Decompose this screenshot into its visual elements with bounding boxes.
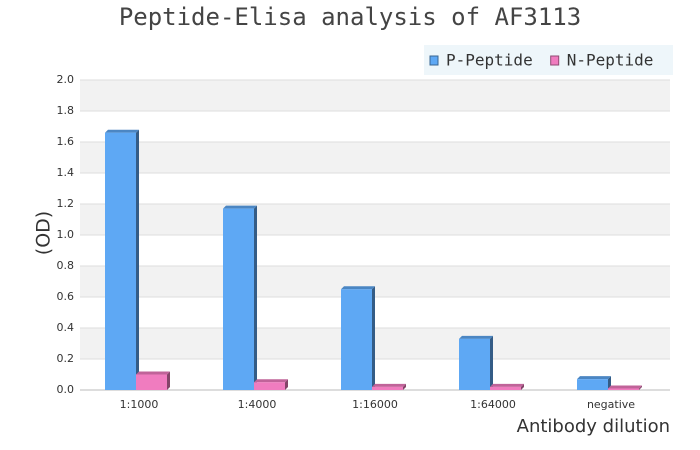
grid-band <box>80 80 670 111</box>
y-tick-label: 0.4 <box>57 321 75 334</box>
x-tick-label: 1:16000 <box>352 398 398 411</box>
legend-swatch <box>550 55 560 66</box>
bar <box>577 379 608 390</box>
legend-label: P-Peptide <box>446 51 533 70</box>
y-tick-label: 2.0 <box>57 73 75 86</box>
bar-top <box>577 376 611 380</box>
legend-box <box>424 45 673 75</box>
bar-side <box>136 129 139 390</box>
grid-band <box>80 142 670 173</box>
y-tick-label: 1.6 <box>57 135 75 148</box>
bar-top <box>372 383 406 387</box>
x-tick-label: 1:4000 <box>238 398 277 411</box>
x-axis-label: Antibody dilution <box>517 416 670 437</box>
bar-side <box>167 371 170 390</box>
bar <box>223 208 254 390</box>
bar-side <box>490 335 493 390</box>
bar-top <box>105 129 139 133</box>
legend-swatch <box>429 55 439 66</box>
y-tick-label: 1.0 <box>57 228 75 241</box>
bar-top <box>341 286 375 290</box>
x-tick-label: 1:64000 <box>470 398 516 411</box>
y-tick-label: 0.0 <box>57 383 75 396</box>
y-tick-label: 1.4 <box>57 166 75 179</box>
bar-top <box>136 371 170 375</box>
bar <box>254 382 285 390</box>
bar <box>341 289 372 390</box>
bar-top <box>223 205 257 209</box>
bar-top <box>490 383 524 387</box>
y-tick-label: 1.2 <box>57 197 75 210</box>
grid-band <box>80 204 670 235</box>
bar <box>608 388 639 390</box>
bar-side <box>285 379 288 390</box>
bar-side <box>254 205 257 390</box>
bar-top <box>459 335 493 339</box>
y-tick-label: 0.8 <box>57 259 75 272</box>
chart-title: Peptide-Elisa analysis of AF3113 <box>119 3 581 31</box>
bar-side <box>403 383 406 390</box>
bar-top <box>608 385 642 389</box>
y-tick-label: 0.6 <box>57 290 75 303</box>
bar-side <box>639 385 642 390</box>
bar <box>490 386 521 390</box>
x-tick-label: negative <box>587 398 635 411</box>
bar <box>105 132 136 390</box>
bar <box>136 374 167 390</box>
x-tick-label: 1:1000 <box>120 398 159 411</box>
bar-side <box>521 383 524 390</box>
bar <box>372 386 403 390</box>
bar <box>459 338 490 390</box>
y-tick-label: 1.8 <box>57 104 75 117</box>
legend-label: N-Peptide <box>567 51 654 70</box>
y-axis-label: (OD) <box>33 211 55 255</box>
bar-side <box>372 286 375 390</box>
bar-top <box>254 379 288 383</box>
y-tick-label: 0.2 <box>57 352 75 365</box>
